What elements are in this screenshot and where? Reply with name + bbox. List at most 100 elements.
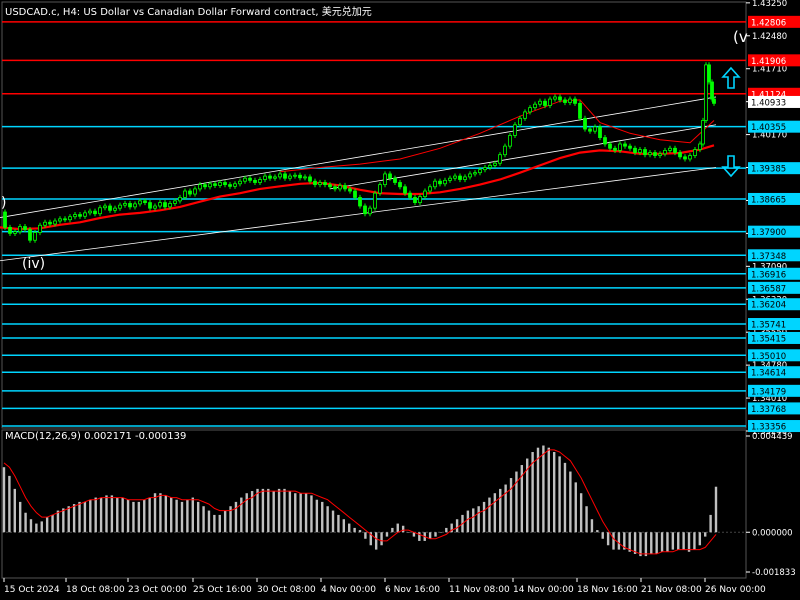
candle-body — [704, 64, 708, 121]
macd-histogram-bar — [234, 501, 238, 533]
price-panel-frame — [1, 1, 747, 429]
candle-body — [48, 221, 52, 225]
macd-histogram-bar — [482, 501, 486, 533]
y-tick-label: 1.34010 — [752, 394, 787, 404]
candle-body — [278, 173, 282, 178]
support-price-tag — [748, 267, 800, 280]
resistance-price-label: 1.42806 — [751, 18, 786, 28]
down-arrow-shape — [721, 155, 741, 178]
macd-histogram-bar — [515, 471, 518, 533]
candle-body — [88, 210, 92, 214]
macd-histogram-bar — [13, 488, 16, 533]
macd-histogram-bar — [67, 506, 70, 533]
support-price-label: 1.34614 — [751, 369, 786, 379]
macd-histogram-bar — [24, 512, 27, 533]
candle-body — [443, 179, 447, 185]
candle-body — [283, 173, 287, 179]
y-tick-label: 1.41710 — [752, 65, 787, 75]
macd-histogram-bar — [353, 527, 356, 533]
macd-histogram-bar — [552, 452, 556, 533]
candle-body — [58, 218, 62, 222]
macd-histogram-bar — [666, 532, 669, 552]
macd-histogram-bar — [531, 452, 534, 533]
macd-histogram-bar — [245, 493, 248, 533]
candle-body — [38, 224, 42, 233]
candle-body — [8, 227, 12, 234]
candle-body — [193, 188, 197, 195]
candle-body — [128, 203, 132, 208]
support-price-tag — [748, 402, 800, 415]
candle-body — [178, 197, 182, 202]
macd-histogram-bar — [671, 532, 675, 550]
macd-histogram-bar — [40, 521, 43, 533]
candle-body — [138, 200, 142, 205]
candle-body — [123, 203, 127, 206]
y-tick-label: 1.43250 — [752, 0, 787, 9]
support-price-tag — [748, 120, 800, 133]
candle-body — [163, 202, 167, 208]
candle-body — [368, 207, 372, 215]
candle-body — [568, 98, 572, 103]
macd-histogram-bar — [170, 497, 173, 533]
resistance-price-tag — [748, 54, 800, 67]
candle-body — [498, 154, 502, 164]
candle-body — [43, 221, 47, 226]
candle-body — [503, 145, 507, 156]
macd-histogram-bar — [558, 456, 561, 533]
candle-body — [528, 107, 532, 113]
macd-histogram-bar — [472, 508, 475, 533]
channel-line — [0, 96, 717, 218]
macd-histogram-bar — [105, 495, 108, 533]
candle-body — [303, 176, 307, 179]
macd-histogram-bar — [660, 532, 664, 552]
candle-body — [223, 182, 227, 186]
candle-body — [63, 218, 67, 221]
support-price-tag — [748, 366, 800, 379]
candle-body — [68, 216, 72, 221]
macd-histogram-bar — [650, 532, 653, 554]
macd-histogram-bar — [547, 447, 550, 533]
candle-body — [523, 111, 527, 119]
candle-body — [348, 188, 352, 192]
candle-body — [373, 192, 377, 209]
candle-body — [248, 177, 252, 181]
current-price-tag — [748, 95, 800, 108]
support-price-tag — [748, 298, 800, 311]
candle-body — [113, 207, 117, 211]
macd-histogram-bar — [277, 488, 281, 533]
macd-histogram-bar — [62, 508, 65, 533]
candle-body — [253, 179, 257, 183]
macd-histogram-bar — [191, 497, 194, 533]
candle-body — [398, 182, 402, 188]
candle-body — [353, 190, 357, 198]
macd-histogram-bar — [396, 523, 399, 533]
x-tick-label: 26 Nov 00:00 — [705, 585, 766, 595]
x-tick-label: 6 Nov 16:00 — [385, 585, 440, 595]
candle-body — [473, 172, 477, 175]
macd-histogram-bar — [196, 501, 200, 533]
candle-body — [388, 173, 392, 179]
y-tick-label: 1.37090 — [752, 262, 787, 272]
candle-body — [383, 173, 387, 186]
macd-histogram-bar — [164, 495, 168, 533]
macd-histogram-bar — [294, 493, 297, 533]
candle-body — [18, 226, 22, 233]
macd-histogram-bar — [455, 519, 459, 533]
candle-body — [338, 185, 342, 190]
candle-body — [78, 214, 82, 217]
candle-body — [33, 232, 37, 241]
support-price-tag — [748, 249, 800, 262]
candle-body — [468, 173, 472, 178]
resistance-price-label: 1.41906 — [751, 57, 786, 67]
macd-histogram-bar — [687, 532, 691, 552]
macd-histogram-bar — [310, 495, 313, 533]
y-tick-label: 1.40170 — [752, 131, 787, 141]
macd-histogram-bar — [153, 493, 157, 533]
candle-body — [93, 210, 97, 215]
macd-histogram-bar — [288, 491, 292, 533]
candle-body — [583, 117, 587, 130]
macd-histogram-bar — [337, 514, 340, 533]
macd-histogram-bar — [601, 532, 604, 539]
support-price-label: 1.37348 — [751, 252, 786, 262]
candle-body — [133, 203, 137, 208]
